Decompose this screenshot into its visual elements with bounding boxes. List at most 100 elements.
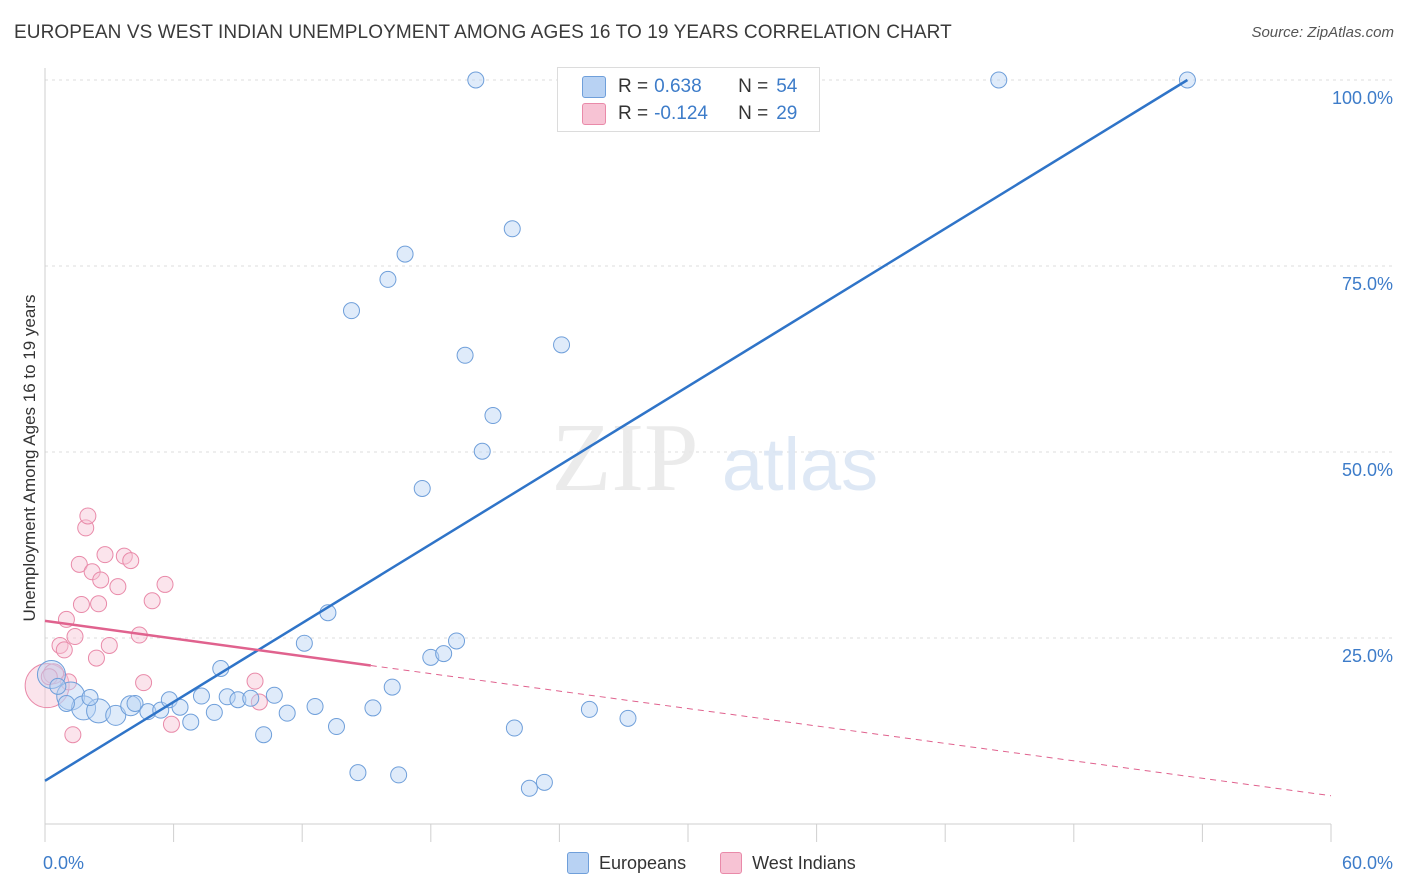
legend-item-west-indians[interactable]: West Indians (720, 852, 856, 874)
y-tick-label: 100.0% (1332, 88, 1393, 108)
europeans-point (36, 659, 66, 689)
watermark: ZIP atlas (552, 404, 879, 512)
y-tick-labels: 25.0% 50.0% 75.0% 100.0% (1332, 88, 1393, 666)
legend-row-west-indians: R = -0.124 N = 29 (582, 102, 797, 126)
correlation-legend: R = 0.638 N = 54 R = -0.124 N = 29 (557, 67, 820, 132)
europeans-point (390, 766, 408, 784)
trend-lines (44, 78, 1332, 797)
west-indians-swatch (582, 103, 606, 125)
europeans-point (383, 678, 401, 696)
europeans-point (580, 700, 598, 718)
europeans-point (473, 442, 491, 460)
europeans-point (242, 689, 260, 707)
west-indians-point (64, 726, 82, 744)
europeans-point (364, 699, 382, 717)
europeans-point (327, 718, 345, 736)
europeans-point (520, 779, 538, 797)
west-indians-point (96, 546, 114, 564)
n-label: N = (738, 103, 769, 124)
europeans-point (456, 346, 474, 364)
europeans-point (505, 719, 523, 737)
axes (44, 68, 1332, 842)
legend-row-europeans: R = 0.638 N = 54 (582, 75, 797, 99)
west-indians-point (92, 571, 110, 589)
west-indians-point (162, 715, 180, 733)
west-indians-point (143, 592, 161, 610)
y-tick-label: 75.0% (1342, 274, 1393, 294)
europeans-point (467, 71, 485, 89)
europeans-point (205, 703, 223, 721)
n-value: 29 (776, 103, 798, 124)
legend-item-europeans[interactable]: Europeans (567, 852, 686, 874)
west-indians-trend-line (44, 619, 371, 667)
r-value: 0.638 (654, 76, 702, 97)
europeans-point (229, 691, 247, 709)
europeans-point (435, 645, 453, 663)
west-indians-point (79, 507, 97, 525)
y-axis-title: Unemployment Among Ages 16 to 19 years (20, 294, 39, 622)
europeans-point (218, 688, 236, 706)
west-indians-point (40, 668, 58, 686)
gridlines (45, 79, 1394, 639)
x-tick-label-start: 0.0% (43, 853, 84, 873)
west-indians-point (72, 596, 90, 614)
series-legend: Europeans West Indians (567, 852, 890, 874)
europeans-point (990, 71, 1008, 89)
europeans-point (413, 479, 431, 497)
europeans-point (422, 648, 440, 666)
europeans-point (535, 773, 553, 791)
europeans-trend-line (44, 78, 1189, 782)
west-indians-point (156, 575, 174, 593)
x-tick-labels: 0.0% 60.0% (43, 853, 1393, 873)
r-label: R = (618, 76, 649, 97)
europeans-swatch (582, 76, 606, 98)
legend-label-europeans: Europeans (599, 852, 687, 873)
europeans-point (265, 686, 283, 704)
europeans-point (379, 270, 397, 288)
r-value: -0.124 (654, 103, 708, 124)
europeans-point (619, 709, 637, 727)
europeans-point (126, 694, 144, 712)
europeans-point (448, 632, 466, 650)
europeans-point (105, 704, 127, 726)
europeans-point (306, 697, 324, 715)
europeans-point (553, 336, 571, 354)
europeans-point (484, 407, 502, 425)
europeans-point (57, 694, 75, 712)
europeans-point (120, 695, 142, 717)
west-indians-point (90, 595, 108, 613)
west-indians-trend-extension (370, 665, 1332, 797)
y-tick-label: 25.0% (1342, 646, 1393, 666)
n-label: N = (738, 76, 769, 97)
y-tick-label: 50.0% (1342, 460, 1393, 480)
europeans-point (278, 704, 296, 722)
europeans-point (192, 687, 210, 705)
n-value: 54 (776, 76, 798, 97)
west-indians-point (109, 578, 127, 596)
west-indians-point (122, 552, 140, 570)
west-indians-legend-swatch (720, 852, 743, 874)
west-indians-point (66, 628, 84, 646)
west-indians-point (250, 693, 268, 711)
europeans-legend-swatch (567, 852, 589, 874)
west-indians-point (70, 555, 88, 573)
west-indians-point (24, 663, 70, 709)
europeans-point (81, 689, 99, 707)
chart-title: EUROPEAN VS WEST INDIAN UNEMPLOYMENT AMO… (14, 22, 952, 43)
europeans-point (255, 726, 273, 744)
watermark-zip: ZIP (552, 404, 699, 512)
europeans-point (182, 713, 200, 731)
west-indians-point (246, 672, 264, 690)
x-tick-label-end: 60.0% (1342, 853, 1393, 873)
europeans-point (295, 634, 313, 652)
europeans-point (349, 764, 367, 782)
west-indians-point (135, 674, 153, 692)
watermark-atlas: atlas (722, 423, 878, 506)
west-indians-point (87, 649, 105, 667)
r-label: R = (618, 103, 649, 124)
europeans-point (396, 245, 414, 263)
europeans-point (503, 220, 521, 238)
west-indians-point (55, 641, 73, 659)
source-label: Source: ZipAtlas.com (1251, 24, 1394, 41)
